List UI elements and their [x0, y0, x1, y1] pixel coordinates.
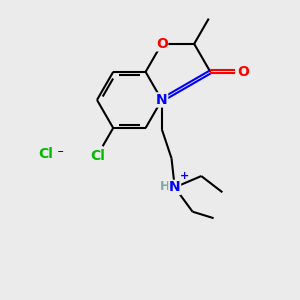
Text: H: H	[160, 180, 170, 193]
Text: Cl: Cl	[38, 147, 53, 161]
Text: Cl: Cl	[90, 149, 105, 163]
Text: N: N	[169, 180, 181, 194]
Text: O: O	[238, 65, 249, 79]
Text: +: +	[180, 171, 189, 181]
Text: N: N	[156, 93, 168, 107]
Text: O: O	[156, 37, 168, 51]
Text: ⁻: ⁻	[53, 148, 64, 161]
